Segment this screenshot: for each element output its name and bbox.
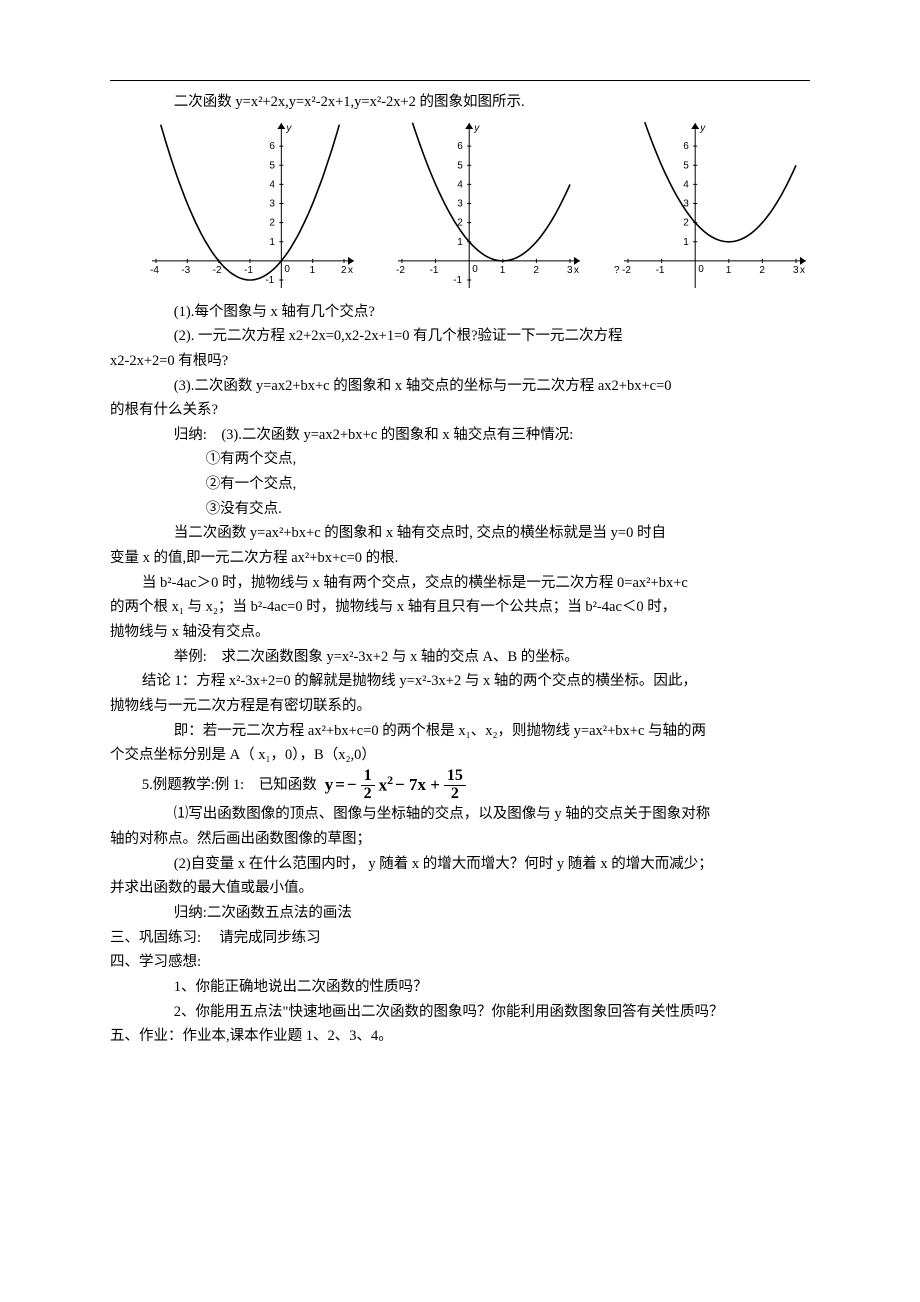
eq-mid: − 7x + (395, 771, 440, 800)
eq-y: y (325, 771, 334, 800)
svg-text:2: 2 (683, 217, 689, 228)
svg-text:-1: -1 (656, 265, 665, 276)
svg-text:6: 6 (269, 141, 275, 152)
chart-parabola-3: xy-2-10123123456? (610, 119, 810, 294)
svg-text:1: 1 (269, 236, 275, 247)
svg-text:5: 5 (457, 160, 463, 171)
example-1-line: 5.例题教学:例 1: 已知函数 y = − 1 2 x2 − 7x + 15 … (110, 768, 810, 803)
chart-parabola-1: x y -4 -3 -2 -1 0 1 2 -1 1 2 3 4 5 6 (138, 119, 358, 294)
svg-text:-3: -3 (181, 265, 190, 276)
svg-text:3: 3 (457, 198, 463, 209)
svg-text:5: 5 (269, 160, 275, 171)
eq-frac-a: 1 2 (361, 768, 375, 803)
conclusion-1a: 结论 1：方程 x²-3x+2=0 的解就是抛物线 y=x²-3x+2 与 x … (110, 669, 810, 694)
paragraph-1b: 变量 x 的值,即一元二次方程 ax²+bx+c=0 的根. (110, 546, 810, 571)
section-3: 三、巩固练习: 请完成同步练习 (110, 926, 810, 951)
svg-text:4: 4 (683, 179, 689, 190)
svg-text:x: x (574, 265, 579, 276)
paragraph-2c: 抛物线与 x 轴没有交点。 (110, 620, 810, 645)
conclusion-1b: 抛物线与一元二次方程是有密切联系的。 (110, 694, 810, 719)
guina-item-2: ②有一个交点, (110, 472, 810, 497)
svg-text:-1: -1 (265, 275, 274, 286)
svg-text:2: 2 (269, 217, 275, 228)
svg-text:2: 2 (759, 265, 765, 276)
svg-text:-4: -4 (150, 265, 159, 276)
ex1-1a: ⑴写出函数图像的顶点、图像与坐标轴的交点，以及图像与 y 轴的交点关于图象对称 (110, 802, 810, 827)
svg-text:1: 1 (683, 236, 689, 247)
svg-text:5: 5 (683, 160, 689, 171)
svg-text:-2: -2 (213, 265, 222, 276)
section-4: 四、学习感想: (110, 950, 810, 975)
paragraph-2b: 的两个根 x₁ 与 x₂；当 b²-4ac=0 时，抛物线与 x 轴有且只有一个… (110, 595, 810, 620)
svg-text:x: x (800, 265, 805, 276)
svg-text:-1: -1 (430, 265, 439, 276)
svg-text:?: ? (614, 265, 620, 276)
svg-text:3: 3 (793, 265, 799, 276)
chart-parabola-2: xy-2-10123-1123456 (384, 119, 584, 294)
svg-text:y: y (285, 123, 292, 134)
page-container: 二次函数 y=x²+2x,y=x²-2x+1,y=x²-2x+2 的图象如图所示… (0, 0, 920, 1109)
svg-text:-1: -1 (244, 265, 253, 276)
svg-text:0: 0 (284, 264, 290, 275)
svg-text:x: x (348, 265, 353, 276)
question-2a: (2). 一元二次方程 x2+2x=0,x2-2x+1=0 有几个根?验证一下一… (110, 324, 810, 349)
charts-row: x y -4 -3 -2 -1 0 1 2 -1 1 2 3 4 5 6 x y -2 -1 0 1 2 3 -1 1 2 3 4 5 6… (138, 119, 810, 294)
ex1-2b: 并求出函数的最大值或最小值。 (110, 876, 810, 901)
equation: y = − 1 2 x2 − 7x + 15 2 (325, 768, 468, 803)
intro-line: 二次函数 y=x²+2x,y=x²-2x+1,y=x²-2x+2 的图象如图所示… (110, 90, 810, 115)
question-2b: x2-2x+2=0 有根吗? (110, 349, 810, 374)
eq-neg: − (347, 771, 357, 800)
header-rule (110, 80, 810, 81)
question-3b: 的根有什么关系? (110, 398, 810, 423)
svg-text:0: 0 (472, 264, 478, 275)
section-4-2: 2、你能用五点法"快速地画出二次函数的图象吗？你能利用函数图象回答有关性质吗？ (110, 1000, 810, 1025)
svg-text:-1: -1 (453, 275, 462, 286)
svg-text:3: 3 (567, 265, 573, 276)
eq-frac-c: 15 2 (444, 768, 466, 803)
svg-text:1: 1 (310, 265, 316, 276)
example-head: 举例: 求二次函数图象 y=x²-3x+2 与 x 轴的交点 A、B 的坐标。 (110, 645, 810, 670)
svg-text:3: 3 (269, 198, 275, 209)
svg-text:2: 2 (341, 265, 347, 276)
paragraph-2a: 当 b²-4ac＞0 时，抛物线与 x 轴有两个交点，交点的横坐标是一元二次方程… (110, 571, 810, 596)
example-1-lead: 5.例题教学:例 1: 已知函数 (110, 773, 317, 798)
guina-head: 归纳: (3).二次函数 y=ax2+bx+c 的图象和 x 轴交点有三种情况: (110, 423, 810, 448)
svg-text:-2: -2 (622, 265, 631, 276)
question-3a: (3).二次函数 y=ax2+bx+c 的图象和 x 轴交点的坐标与一元二次方程… (110, 374, 810, 399)
guina-item-3: ③没有交点. (110, 497, 810, 522)
svg-text:y: y (473, 123, 480, 134)
guina2: 归纳:二次函数五点法的画法 (110, 901, 810, 926)
paragraph-1a: 当二次函数 y=ax²+bx+c 的图象和 x 轴有交点时, 交点的横坐标就是当… (110, 521, 810, 546)
svg-text:y: y (699, 123, 706, 134)
ex1-2a: (2)自变量 x 在什么范围内时， y 随着 x 的增大而增大？何时 y 随着 … (110, 852, 810, 877)
svg-text:1: 1 (500, 265, 506, 276)
svg-text:4: 4 (457, 179, 463, 190)
svg-text:2: 2 (533, 265, 539, 276)
eq-equals: = (335, 771, 345, 800)
svg-text:6: 6 (457, 141, 463, 152)
svg-text:6: 6 (683, 141, 689, 152)
svg-text:-2: -2 (396, 265, 405, 276)
ie-line-1: 即：若一元二次方程 ax²+bx+c=0 的两个根是 x₁、x₂，则抛物线 y=… (110, 719, 810, 744)
question-1: (1).每个图象与 x 轴有几个交点? (110, 300, 810, 325)
ex1-1b: 轴的对称点。然后画出函数图像的草图； (110, 827, 810, 852)
ie-line-2: 个交点坐标分别是 A（ x₁，0），B（x₂,0） (110, 743, 810, 768)
guina-item-1: ①有两个交点, (110, 447, 810, 472)
svg-text:0: 0 (698, 264, 704, 275)
svg-text:1: 1 (726, 265, 732, 276)
section-5: 五、作业：作业本,课本作业题 1、2、3、4。 (110, 1024, 810, 1049)
svg-text:4: 4 (269, 179, 275, 190)
eq-xsq: x2 (379, 770, 393, 801)
section-4-1: 1、你能正确地说出二次函数的性质吗？ (110, 975, 810, 1000)
svg-text:1: 1 (457, 236, 463, 247)
